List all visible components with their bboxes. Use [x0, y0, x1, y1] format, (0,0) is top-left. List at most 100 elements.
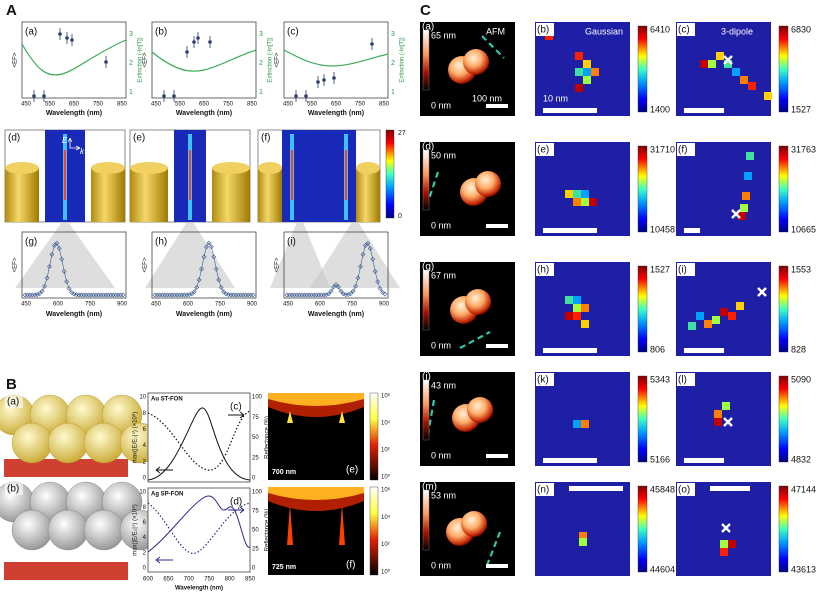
- fit-pixel: [573, 198, 581, 206]
- data-point: [192, 40, 196, 44]
- fit-pixel: [583, 68, 591, 76]
- fit-pixel: [720, 308, 728, 316]
- fit-pixel: [740, 204, 748, 212]
- scale-bar: [543, 458, 597, 463]
- subpanel-label: (c): [230, 402, 242, 413]
- height-label: 67 nm: [431, 270, 456, 280]
- scale-bar: [486, 564, 508, 568]
- fit-pixel: [728, 312, 736, 320]
- colorbar: [637, 25, 648, 113]
- diamond-marker: [59, 256, 65, 262]
- fit-pixel: [573, 420, 581, 428]
- panel-label: C: [420, 2, 431, 19]
- colorbar-label: 45848: [650, 484, 675, 494]
- diamond-marker: [372, 268, 378, 274]
- x-tick-label: 750: [204, 577, 215, 583]
- scale-bar: [684, 348, 724, 353]
- field-hotspot: [287, 411, 293, 423]
- colorbar-label: 6830: [791, 24, 811, 34]
- gold-rod: [130, 168, 168, 222]
- plot-name: Au ST-FON: [151, 397, 183, 403]
- subpanel-label: (d): [8, 133, 20, 144]
- x-axis-label: Wavelength (nm): [176, 110, 232, 117]
- axis-arrow: [228, 506, 245, 514]
- y2-tick-label: 3: [129, 31, 133, 38]
- diamond-marker: [213, 266, 219, 272]
- column-title: AFM: [486, 26, 505, 36]
- fit-pixel: [581, 198, 589, 206]
- colorbar: [778, 375, 789, 463]
- diamond-marker: [61, 268, 67, 274]
- diamond-marker: [365, 240, 371, 246]
- colorbar-label: 10²: [381, 542, 390, 548]
- y2-tick-label: 2: [259, 60, 263, 67]
- diamond-marker: [206, 240, 212, 246]
- y2-axis-label: Reflectance (%): [265, 416, 271, 459]
- diamond-marker: [333, 282, 339, 288]
- fit-pixel: [744, 172, 752, 180]
- subpanel-label: (f): [678, 145, 687, 156]
- y-axis-label: <EF>: [143, 52, 149, 67]
- render-base: [4, 562, 128, 580]
- gold-rod-cap: [356, 162, 380, 174]
- colorbar-label: 10⁶: [381, 393, 391, 400]
- fit-pixel: [565, 296, 573, 304]
- label-box: [131, 131, 149, 144]
- extinction-curve: [21, 39, 127, 76]
- data-point: [65, 36, 69, 40]
- fit-map: [535, 482, 630, 576]
- subpanel-label: (n): [537, 485, 549, 496]
- fit-pixel: [704, 320, 712, 328]
- x-tick-label: 800: [225, 577, 236, 583]
- scale-bar: [543, 108, 597, 113]
- diamond-marker: [338, 288, 344, 294]
- diamond-marker: [362, 243, 368, 248]
- height-label: 0 nm: [431, 560, 451, 570]
- fit-pixel: [738, 212, 746, 220]
- data-point: [104, 60, 108, 64]
- subpanel-label: (a): [422, 22, 434, 33]
- colorbar: [369, 392, 379, 481]
- x-tick-label: 450: [21, 102, 32, 108]
- field-hotspot: [345, 150, 347, 200]
- y2-tick-label: 50: [252, 435, 259, 441]
- diamond-marker: [345, 292, 351, 297]
- plot-frame: [21, 231, 127, 299]
- afm-colorbar: [422, 149, 430, 211]
- data-point: [58, 32, 62, 36]
- colorbar-label: 10458: [650, 224, 675, 234]
- diamond-marker: [42, 283, 48, 289]
- data-point: [162, 94, 166, 98]
- diamond-marker: [194, 285, 200, 290]
- diamond-marker: [250, 292, 256, 298]
- subpanel-label: (e): [133, 133, 145, 144]
- colorbar-label: 10²: [381, 448, 390, 454]
- scale-bar: [543, 348, 597, 353]
- fit-pixel: [708, 60, 716, 68]
- afm-particle: [463, 49, 489, 75]
- source-marker: [721, 523, 731, 533]
- diamond-marker: [69, 289, 74, 295]
- vector-label: E: [62, 136, 68, 145]
- y-tick-label: 4: [143, 443, 147, 449]
- colorbar-label: 1553: [791, 264, 811, 274]
- diamond-marker: [37, 291, 43, 296]
- scale-bar: [486, 104, 508, 108]
- diamond-marker: [204, 244, 209, 250]
- diamond-marker: [355, 275, 361, 281]
- diamond-marker: [44, 275, 50, 281]
- fit-pixel: [573, 190, 581, 198]
- scale-bar: [486, 454, 508, 458]
- label-box: [5, 482, 23, 495]
- fit-pixel: [746, 152, 754, 160]
- x-tick-label: 600: [315, 302, 326, 308]
- subpanel-label: (h): [537, 265, 549, 276]
- plot-frame: [151, 21, 257, 99]
- afm-colorbar: [422, 269, 430, 331]
- afm-colorbar: [422, 29, 430, 91]
- y2-tick-label: 100: [252, 490, 263, 496]
- colorbar: [385, 129, 395, 219]
- field-glow: [268, 487, 364, 500]
- colorbar: [369, 486, 379, 576]
- diamond-marker: [189, 291, 195, 297]
